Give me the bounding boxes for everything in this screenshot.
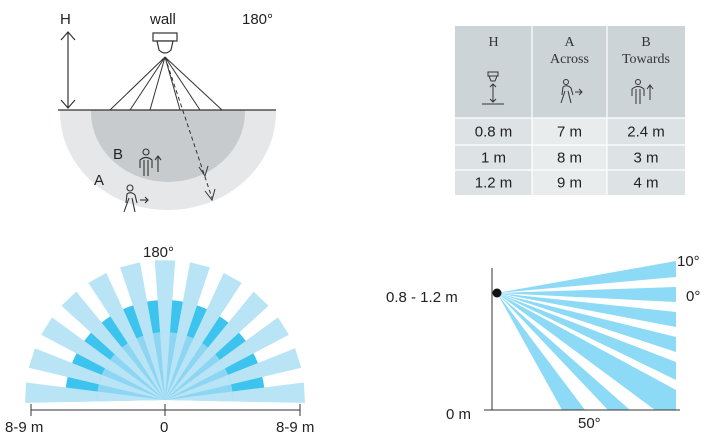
zone-a-label: A	[94, 172, 104, 189]
table-cell-bg	[455, 170, 532, 195]
angle-label: 180°	[242, 11, 273, 28]
person-walking-across-icon	[560, 79, 583, 104]
range-table: 0.8 m 7 m 2.4 m 1 m 8 m 3 m 1.2 m 9 m 4 m H A Acro…	[455, 26, 685, 195]
right-range-label: 8-9 m	[276, 419, 314, 436]
side-beam	[497, 293, 676, 380]
detection-beam	[160, 332, 170, 400]
left-range-label: 8-9 m	[5, 419, 43, 436]
table-cell-bg	[532, 145, 607, 170]
side-beam	[497, 293, 676, 410]
detection-beam	[165, 359, 226, 400]
table-cell: 4 m	[633, 175, 658, 192]
side-beam	[497, 287, 676, 302]
center-label: 0	[160, 419, 168, 436]
side-axes	[484, 268, 680, 411]
detection-beam	[165, 338, 203, 400]
table-header-key: B	[641, 35, 650, 50]
side-beam	[497, 261, 676, 293]
zone-b-label: B	[113, 146, 123, 163]
sensor-icon	[152, 32, 178, 54]
table-header-key: A	[564, 35, 575, 50]
table-header-sub: Across	[550, 52, 589, 67]
table-cell: 3 m	[633, 150, 658, 167]
detection-beam	[114, 347, 165, 400]
floor-label: 0 m	[446, 406, 471, 423]
person-walking-towards-icon	[139, 148, 162, 176]
table-cell-bg	[455, 118, 532, 145]
side-beam	[497, 293, 585, 410]
detection-beam	[97, 391, 165, 402]
table-cell-bg	[607, 170, 685, 195]
table-header-key: H	[488, 35, 498, 50]
detection-beam	[165, 347, 216, 400]
height-label: H	[60, 11, 71, 28]
sensor-height-icon	[482, 71, 504, 105]
table-cell-bg	[532, 118, 607, 145]
detection-beam	[143, 333, 165, 400]
detection-beam	[127, 338, 165, 400]
person-walking-towards-icon	[631, 79, 654, 104]
table-cell: 7 m	[557, 124, 582, 141]
table-cell: 1.2 m	[475, 175, 513, 192]
mount-diagram: H wall 180° B A	[58, 11, 276, 213]
detection-beam	[165, 374, 232, 400]
table-cell-bg	[532, 170, 607, 195]
angle-10-label: 10°	[677, 253, 700, 270]
table-cell: 1 m	[481, 150, 506, 167]
table-grid-lines	[455, 26, 685, 195]
person-walking-across-icon	[123, 184, 149, 213]
side-beam	[497, 293, 676, 327]
angle-0-label: 0°	[686, 288, 700, 305]
table-cell: 0.8 m	[475, 124, 513, 141]
table-cell-bg	[607, 145, 685, 170]
detection-beam	[98, 374, 165, 400]
height-range-label: 0.8 - 1.2 m	[386, 289, 458, 306]
zone-b-ellipse	[91, 110, 245, 182]
detection-beam	[104, 359, 165, 400]
table-cell-bg	[455, 145, 532, 170]
table-cell: 8 m	[557, 150, 582, 167]
scale-line	[30, 404, 301, 416]
table-cell-bg	[607, 118, 685, 145]
top-view-fan: 180° 8-9 m 0 8-9 m	[5, 244, 314, 436]
top-view-angle-label: 180°	[143, 244, 174, 261]
side-beam	[497, 293, 676, 352]
ray-arrowhead	[198, 165, 209, 178]
table-header-sub: Towards	[622, 52, 670, 67]
sensor-point	[492, 288, 502, 298]
wall-label: wall	[149, 11, 176, 28]
side-view: 0.8 - 1.2 m 0 m 10° 0° 50°	[386, 253, 700, 432]
height-arrow	[60, 31, 76, 109]
table-cell: 9 m	[557, 175, 582, 192]
table-cell: 2.4 m	[627, 124, 665, 141]
angle-50-label: 50°	[578, 415, 601, 432]
detection-beam	[165, 391, 233, 402]
ray-arrowhead	[204, 188, 216, 202]
detection-beam	[165, 333, 187, 400]
detection-rays	[109, 56, 223, 199]
side-beam	[497, 293, 630, 410]
